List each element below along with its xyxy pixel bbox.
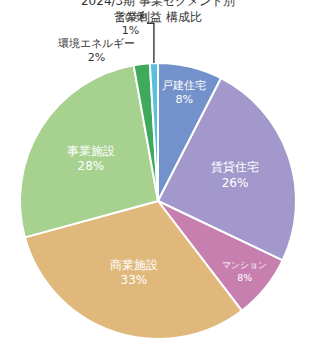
svg-text:マンション8%: マンション8% [222,259,267,282]
svg-text:その他1%: その他1% [114,10,147,37]
svg-text:戸建住宅8%: 戸建住宅8% [162,79,206,107]
svg-text:商業施設33%: 商業施設33% [110,258,158,288]
svg-text:環境エネルギー2%: 環境エネルギー2% [58,37,135,64]
svg-text:事業施設28%: 事業施設28% [67,144,115,174]
svg-text:賃貸住宅26%: 賃貸住宅26% [211,160,259,190]
svg-text:2024/3期 事業セグメント別営業利益 構成比: 2024/3期 事業セグメント別営業利益 構成比 [81,0,235,24]
